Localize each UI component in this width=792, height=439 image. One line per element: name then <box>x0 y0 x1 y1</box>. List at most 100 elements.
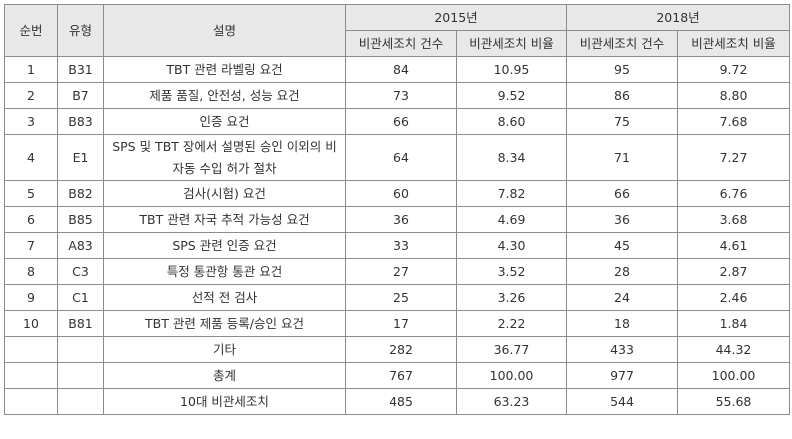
cell-type: B81 <box>57 310 104 337</box>
cell-count-2018: 66 <box>566 180 678 207</box>
cell-count-2015: 767 <box>345 362 457 389</box>
table-row: 9 C1 선적 전 검사 25 3.26 24 2.46 <box>4 284 790 311</box>
cell-count-2015: 84 <box>345 56 457 83</box>
header-type: 유형 <box>57 4 104 57</box>
cell-count-2018: 95 <box>566 56 678 83</box>
cell-ratio-2018: 7.27 <box>677 134 790 181</box>
table-row: 1 B31 TBT 관련 라벨링 요건 84 10.95 95 9.72 <box>4 56 790 83</box>
cell-no: 10 <box>4 310 58 337</box>
cell-empty <box>57 336 104 363</box>
cell-ratio-2015: 8.60 <box>456 108 567 135</box>
cell-desc: TBT 관련 제품 등록/승인 요건 <box>103 310 346 337</box>
cell-count-2015: 485 <box>345 388 457 415</box>
summary-row-total: 총계 767 100.00 977 100.00 <box>4 362 790 389</box>
table-row: 5 B82 검사(시험) 요건 60 7.82 66 6.76 <box>4 180 790 207</box>
cell-ratio-2018: 6.76 <box>677 180 790 207</box>
table-row: 10 B81 TBT 관련 제품 등록/승인 요건 17 2.22 18 1.8… <box>4 310 790 337</box>
cell-desc: TBT 관련 자국 추적 가능성 요건 <box>103 206 346 233</box>
header-no: 순번 <box>4 4 58 57</box>
header-ratio-2018: 비관세조치 비율 <box>677 30 790 57</box>
cell-type: C1 <box>57 284 104 311</box>
cell-ratio-2015: 4.69 <box>456 206 567 233</box>
cell-desc: 인증 요건 <box>103 108 346 135</box>
cell-count-2015: 33 <box>345 232 457 259</box>
table-row: 4 E1 SPS 및 TBT 장에서 설명된 승인 이외의 비 자동 수입 허가… <box>4 134 790 181</box>
cell-ratio-2015: 9.52 <box>456 82 567 109</box>
cell-count-2018: 24 <box>566 284 678 311</box>
cell-desc: TBT 관련 라벨링 요건 <box>103 56 346 83</box>
header-year-2018: 2018년 <box>566 4 790 31</box>
cell-ratio-2015: 100.00 <box>456 362 567 389</box>
cell-empty <box>4 336 58 363</box>
cell-ratio-2015: 63.23 <box>456 388 567 415</box>
cell-no: 5 <box>4 180 58 207</box>
cell-count-2015: 25 <box>345 284 457 311</box>
cell-count-2018: 433 <box>566 336 678 363</box>
table-row: 2 B7 제품 품질, 안전성, 성능 요건 73 9.52 86 8.80 <box>4 82 790 109</box>
cell-count-2015: 73 <box>345 82 457 109</box>
cell-no: 7 <box>4 232 58 259</box>
cell-summary-label: 10대 비관세조치 <box>103 388 346 415</box>
table-row: 8 C3 특정 통관항 통관 요건 27 3.52 28 2.87 <box>4 258 790 285</box>
cell-ratio-2015: 36.77 <box>456 336 567 363</box>
cell-ratio-2018: 4.61 <box>677 232 790 259</box>
cell-no: 4 <box>4 134 58 181</box>
cell-empty <box>4 362 58 389</box>
cell-ratio-2015: 8.34 <box>456 134 567 181</box>
cell-no: 8 <box>4 258 58 285</box>
cell-ratio-2018: 9.72 <box>677 56 790 83</box>
cell-count-2018: 45 <box>566 232 678 259</box>
cell-count-2015: 66 <box>345 108 457 135</box>
cell-ratio-2018: 2.46 <box>677 284 790 311</box>
cell-type: B83 <box>57 108 104 135</box>
cell-desc: 선적 전 검사 <box>103 284 346 311</box>
cell-ratio-2015: 10.95 <box>456 56 567 83</box>
cell-ratio-2018: 100.00 <box>677 362 790 389</box>
cell-count-2018: 86 <box>566 82 678 109</box>
cell-ratio-2018: 1.84 <box>677 310 790 337</box>
cell-desc: 특정 통관항 통관 요건 <box>103 258 346 285</box>
cell-count-2015: 17 <box>345 310 457 337</box>
cell-type: E1 <box>57 134 104 181</box>
cell-no: 3 <box>4 108 58 135</box>
cell-empty <box>57 362 104 389</box>
cell-no: 2 <box>4 82 58 109</box>
cell-type: A83 <box>57 232 104 259</box>
cell-count-2018: 544 <box>566 388 678 415</box>
cell-ratio-2015: 3.26 <box>456 284 567 311</box>
cell-count-2015: 36 <box>345 206 457 233</box>
header-year-2015: 2015년 <box>345 4 567 31</box>
cell-count-2015: 64 <box>345 134 457 181</box>
table-row: 3 B83 인증 요건 66 8.60 75 7.68 <box>4 108 790 135</box>
cell-ratio-2018: 3.68 <box>677 206 790 233</box>
cell-empty <box>4 388 58 415</box>
cell-summary-label: 기타 <box>103 336 346 363</box>
cell-ratio-2018: 7.68 <box>677 108 790 135</box>
cell-count-2018: 36 <box>566 206 678 233</box>
cell-count-2015: 27 <box>345 258 457 285</box>
cell-count-2018: 977 <box>566 362 678 389</box>
cell-no: 1 <box>4 56 58 83</box>
cell-ratio-2015: 2.22 <box>456 310 567 337</box>
table-row: 7 A83 SPS 관련 인증 요건 33 4.30 45 4.61 <box>4 232 790 259</box>
cell-count-2018: 71 <box>566 134 678 181</box>
cell-ratio-2018: 55.68 <box>677 388 790 415</box>
header-count-2018: 비관세조치 건수 <box>566 30 678 57</box>
cell-summary-label: 총계 <box>103 362 346 389</box>
header-desc: 설명 <box>103 4 346 57</box>
cell-type: B85 <box>57 206 104 233</box>
cell-ratio-2015: 7.82 <box>456 180 567 207</box>
cell-type: C3 <box>57 258 104 285</box>
table-row: 6 B85 TBT 관련 자국 추적 가능성 요건 36 4.69 36 3.6… <box>4 206 790 233</box>
cell-type: B7 <box>57 82 104 109</box>
cell-desc: SPS 관련 인증 요건 <box>103 232 346 259</box>
header-ratio-2015: 비관세조치 비율 <box>456 30 567 57</box>
cell-desc: 검사(시험) 요건 <box>103 180 346 207</box>
cell-ratio-2018: 2.87 <box>677 258 790 285</box>
cell-count-2018: 18 <box>566 310 678 337</box>
cell-count-2015: 60 <box>345 180 457 207</box>
cell-ratio-2015: 4.30 <box>456 232 567 259</box>
cell-type: B31 <box>57 56 104 83</box>
cell-no: 6 <box>4 206 58 233</box>
cell-desc: SPS 및 TBT 장에서 설명된 승인 이외의 비 자동 수입 허가 절차 <box>103 134 346 181</box>
